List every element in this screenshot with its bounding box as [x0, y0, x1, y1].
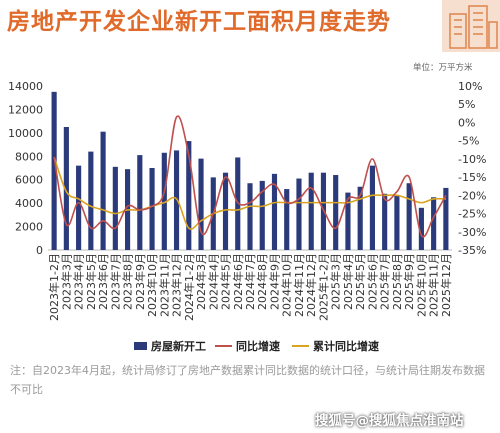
x-tick-label: 2023年5月: [84, 253, 98, 310]
bar: [222, 172, 229, 250]
bar: [198, 158, 204, 250]
bar: [418, 207, 424, 250]
bar: [443, 187, 449, 250]
bar: [88, 151, 94, 250]
x-tick-label: 2025年7月: [378, 253, 392, 310]
legend: 房屋新开工 同比增速 累计同比增速: [134, 339, 379, 353]
bar: [51, 91, 57, 250]
right-tick-label: 0%: [458, 116, 475, 129]
right-tick-label: -25%: [458, 208, 486, 221]
footnote: 注：自2023年4月起，统计局修订了房地产数据累计同比数据的统计口径，与统计局往…: [10, 364, 485, 396]
x-tick-label: 2023年12月: [170, 253, 184, 317]
x-tick-label: 2024年7月: [243, 253, 257, 310]
left-tick-label: 2000: [15, 221, 43, 234]
right-tick-label: -35%: [458, 244, 486, 257]
x-tick-label: 2023年8月: [121, 253, 135, 310]
bar: [259, 180, 265, 250]
legend-bar-label: 房屋新开工: [151, 339, 206, 353]
x-tick-label: 2024年4月: [206, 253, 220, 310]
bar: [186, 141, 192, 250]
bar: [357, 186, 363, 250]
line-series: [53, 115, 447, 238]
legend-bar-swatch: [134, 342, 147, 350]
right-tick-label: -10%: [458, 153, 486, 166]
right-tick-label: -30%: [458, 226, 486, 239]
x-tick-label: 2024年10月: [280, 253, 294, 317]
x-tick-label: 2023年10月: [145, 253, 159, 317]
bar: [296, 178, 302, 250]
bar: [369, 165, 375, 250]
x-axis-labels: 2023年1-2月 2023年3月 2023年4月 2023年5月 2023年6月 202…: [47, 253, 453, 321]
bar: [308, 172, 314, 250]
left-tick-label: 4000: [15, 197, 43, 210]
bar: [63, 127, 69, 250]
bar: [112, 166, 118, 250]
x-tick-label: 2025年12月: [439, 253, 453, 317]
x-tick-label: 2024年3月: [194, 253, 208, 310]
left-tick-label: 0: [36, 244, 43, 257]
right-tick-label: -15%: [458, 171, 486, 184]
legend-yoy-label: 同比增速: [236, 339, 280, 353]
x-tick-label: 2023年11月: [157, 253, 171, 317]
bar: [431, 197, 437, 250]
x-tick-label: 2025年1-2月: [316, 253, 330, 321]
left-tick-label: 12000: [8, 103, 43, 116]
bar: [247, 183, 253, 250]
cumulative-yoy-line: [53, 156, 446, 230]
x-tick-label: 2024年11月: [292, 253, 306, 317]
bar: [149, 168, 155, 250]
x-tick-label: 2023年4月: [72, 253, 86, 310]
bar: [284, 189, 290, 250]
x-tick-label: 2024年6月: [231, 253, 245, 310]
right-tick-label: 10%: [458, 80, 482, 93]
bar: [406, 183, 412, 250]
x-tick-label: 2025年6月: [365, 253, 379, 310]
bar: [271, 173, 278, 250]
x-tick-label: 2025年3月: [329, 253, 343, 310]
chart-title: 房地产开发企业新开工面积月度走势: [7, 9, 391, 35]
x-tick-label: 2023年9月: [133, 253, 147, 310]
unit-label: 单位：万平方米: [413, 63, 473, 73]
left-tick-label: 14000: [8, 80, 43, 93]
right-tick-label: -20%: [458, 189, 486, 202]
bar: [100, 131, 106, 250]
right-tick-label: -5%: [458, 135, 479, 148]
bar: [333, 175, 339, 250]
x-tick-label: 2025年11月: [427, 253, 441, 317]
x-tick-label: 2024年8月: [255, 253, 269, 310]
x-tick-label: 2023年6月: [96, 253, 110, 310]
bar: [382, 193, 388, 250]
yoy-line: [53, 115, 447, 238]
x-tick-label: 2023年1-2月: [47, 253, 61, 321]
x-tick-label: 2023年3月: [59, 253, 73, 310]
x-tick-label: 2024年5月: [219, 253, 233, 310]
x-tick-label: 2025年8月: [390, 253, 404, 310]
bar: [137, 155, 143, 250]
bar: [161, 152, 167, 250]
legend-cum-label: 累计同比增速: [313, 339, 379, 353]
left-tick-label: 10000: [8, 127, 43, 140]
x-tick-label: 2024年9月: [267, 253, 281, 310]
watermark-text: 搜狐号@搜狐焦点淮南站: [315, 413, 464, 429]
right-axis: -35% -30% -25% -20% -15% -10% -5% 0% 5% 10%: [458, 80, 486, 257]
right-tick-label: 5%: [458, 98, 475, 111]
left-tick-label: 6000: [15, 174, 43, 187]
x-tick-label: 2024年12月: [304, 253, 318, 317]
bar: [345, 192, 351, 250]
x-tick-label: 2025年4月: [341, 253, 355, 310]
x-tick-label: 2023年7月: [108, 253, 122, 310]
x-tick-label: 2025年10月: [414, 253, 428, 317]
x-tick-label: 2025年9月: [402, 253, 416, 310]
x-tick-label: 2024年1-2月: [182, 253, 196, 321]
bar: [76, 165, 82, 250]
bar: [394, 194, 400, 250]
building-logo: [442, 0, 500, 52]
x-tick-label: 2025年5月: [353, 253, 367, 310]
left-tick-label: 8000: [15, 150, 43, 163]
